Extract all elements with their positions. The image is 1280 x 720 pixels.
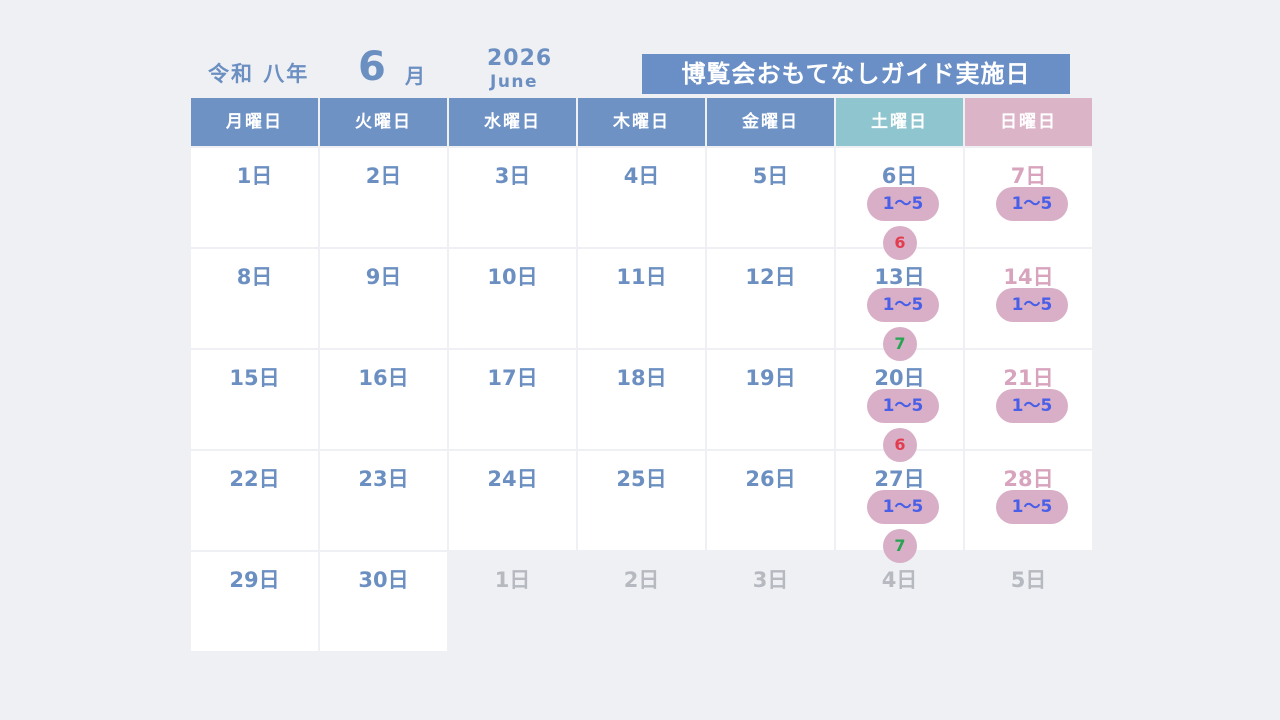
day-number: 12日	[745, 265, 796, 289]
day-number: 5日	[1010, 568, 1047, 592]
day-cell[interactable]: 25日	[578, 451, 705, 550]
guide-range-tag: 1～5	[996, 389, 1068, 423]
day-number: 15日	[229, 366, 280, 390]
day-cell[interactable]: 2日	[320, 148, 447, 247]
day-number: 16日	[358, 366, 409, 390]
era-year-label: 令和 八年	[208, 62, 310, 86]
day-cell[interactable]: 23日	[320, 451, 447, 550]
day-number: 13日	[874, 265, 925, 289]
day-cell[interactable]: 17日	[449, 350, 576, 449]
guide-number-tag: 7	[883, 327, 917, 361]
day-number: 29日	[229, 568, 280, 592]
day-number: 14日	[1003, 265, 1054, 289]
next-month-day-cell[interactable]: 1日	[449, 552, 576, 651]
day-cell[interactable]: 11日	[578, 249, 705, 348]
weekday-header: 木曜日	[578, 98, 705, 146]
day-number: 8日	[236, 265, 273, 289]
day-number: 10日	[487, 265, 538, 289]
day-number: 7日	[1010, 164, 1047, 188]
day-cell[interactable]: 19日	[707, 350, 834, 449]
calendar-grid: 月曜日 火曜日 水曜日 木曜日 金曜日 土曜日 日曜日 1日 2日 3日 4日 5日 6日 1～5 6 7日 1…	[191, 98, 1092, 651]
guide-range-tag: 1～5	[867, 490, 939, 524]
guide-number-tag: 6	[883, 226, 917, 260]
guide-days-banner: 博覧会おもてなしガイド実施日	[642, 54, 1070, 94]
day-number: 9日	[365, 265, 402, 289]
day-number: 28日	[1003, 467, 1054, 491]
month-number: 6	[358, 44, 386, 90]
day-number: 22日	[229, 467, 280, 491]
day-number: 11日	[616, 265, 667, 289]
guide-range-tag: 1～5	[867, 187, 939, 221]
western-year: 2026	[487, 46, 553, 71]
guide-number-tag: 6	[883, 428, 917, 462]
day-number: 25日	[616, 467, 667, 491]
next-month-day-cell[interactable]: 5日	[965, 552, 1092, 651]
guide-range-tag: 1～5	[867, 288, 939, 322]
day-number: 6日	[881, 164, 918, 188]
day-cell[interactable]: 21日 1～5	[965, 350, 1092, 449]
weekday-header: 水曜日	[449, 98, 576, 146]
day-number: 1日	[236, 164, 273, 188]
day-cell[interactable]: 30日	[320, 552, 447, 651]
day-number: 4日	[881, 568, 918, 592]
day-number: 2日	[623, 568, 660, 592]
month-kanji-label: 月	[405, 64, 425, 88]
day-cell[interactable]: 12日	[707, 249, 834, 348]
next-month-day-cell[interactable]: 4日	[836, 552, 963, 651]
weekday-header: 金曜日	[707, 98, 834, 146]
guide-range-tag: 1～5	[996, 288, 1068, 322]
weekday-header: 月曜日	[191, 98, 318, 146]
day-number: 4日	[623, 164, 660, 188]
day-cell[interactable]: 5日	[707, 148, 834, 247]
day-cell[interactable]: 4日	[578, 148, 705, 247]
next-month-day-cell[interactable]: 3日	[707, 552, 834, 651]
day-number: 20日	[874, 366, 925, 390]
day-number: 26日	[745, 467, 796, 491]
day-number: 27日	[874, 467, 925, 491]
day-number: 30日	[358, 568, 409, 592]
day-cell[interactable]: 7日 1～5	[965, 148, 1092, 247]
day-number: 2日	[365, 164, 402, 188]
day-number: 24日	[487, 467, 538, 491]
day-cell[interactable]: 8日	[191, 249, 318, 348]
month-english: June	[490, 72, 539, 92]
day-cell[interactable]: 15日	[191, 350, 318, 449]
day-number: 1日	[494, 568, 531, 592]
day-number: 23日	[358, 467, 409, 491]
next-month-day-cell[interactable]: 2日	[578, 552, 705, 651]
day-cell[interactable]: 1日	[191, 148, 318, 247]
day-cell[interactable]: 10日	[449, 249, 576, 348]
day-cell[interactable]: 27日 1～5	[836, 451, 963, 550]
day-cell[interactable]: 18日	[578, 350, 705, 449]
day-cell[interactable]: 28日 1～5	[965, 451, 1092, 550]
guide-number-tag: 7	[883, 529, 917, 563]
day-cell[interactable]: 29日	[191, 552, 318, 651]
guide-range-tag: 1～5	[996, 490, 1068, 524]
day-cell[interactable]: 3日	[449, 148, 576, 247]
day-cell[interactable]: 24日	[449, 451, 576, 550]
day-cell[interactable]: 14日 1～5	[965, 249, 1092, 348]
weekday-header: 日曜日	[965, 98, 1092, 146]
weekday-header: 土曜日	[836, 98, 963, 146]
guide-range-tag: 1～5	[996, 187, 1068, 221]
day-number: 3日	[752, 568, 789, 592]
day-number: 17日	[487, 366, 538, 390]
guide-range-tag: 1～5	[867, 389, 939, 423]
day-number: 18日	[616, 366, 667, 390]
day-cell[interactable]: 9日	[320, 249, 447, 348]
day-number: 5日	[752, 164, 789, 188]
day-cell[interactable]: 22日	[191, 451, 318, 550]
day-number: 3日	[494, 164, 531, 188]
weekday-header: 火曜日	[320, 98, 447, 146]
day-cell[interactable]: 16日	[320, 350, 447, 449]
day-number: 21日	[1003, 366, 1054, 390]
day-number: 19日	[745, 366, 796, 390]
day-cell[interactable]: 26日	[707, 451, 834, 550]
